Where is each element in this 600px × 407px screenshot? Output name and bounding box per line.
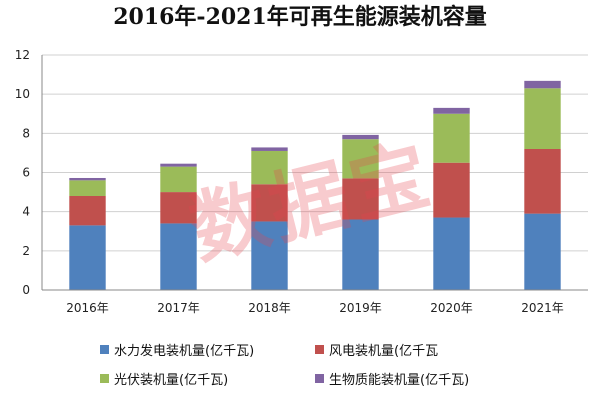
bar-segment-series-2: [342, 178, 379, 220]
x-tick-label: 2019年: [339, 301, 382, 315]
bar-segment-series-1: [524, 213, 561, 290]
x-tick-label: 2017年: [157, 301, 200, 315]
legend-item: 风电装机量(亿千瓦: [315, 340, 555, 359]
legend-swatch: [315, 374, 324, 383]
bar-segment-series-2: [160, 192, 197, 224]
bar-segment-series-1: [342, 219, 379, 290]
y-tick-label: 2: [22, 244, 30, 258]
legend-swatch: [100, 345, 109, 354]
legend-swatch: [100, 374, 109, 383]
bar-segment-series-3: [160, 166, 197, 193]
legend-item: 光伏装机量(亿千瓦): [100, 369, 315, 388]
y-tick-label: 10: [15, 87, 30, 101]
bar-segment-series-4: [433, 107, 470, 114]
bar-segment-series-1: [160, 223, 197, 290]
bar-segment-series-1: [433, 217, 470, 290]
legend-item: 水力发电装机量(亿千瓦): [100, 340, 315, 359]
gridlines: [42, 54, 588, 291]
y-tick-label: 0: [22, 283, 30, 297]
bar-segment-series-2: [251, 184, 288, 222]
x-tick-label: 2020年: [430, 301, 473, 315]
y-tick-label: 6: [22, 166, 30, 180]
legend-label: 生物质能装机量(亿千瓦): [329, 373, 470, 388]
legend-item: 生物质能装机量(亿千瓦): [315, 369, 555, 388]
bar-segment-series-4: [342, 134, 379, 140]
bars: [69, 80, 561, 290]
bar-segment-series-3: [433, 113, 470, 163]
bar-segment-series-3: [342, 139, 379, 179]
bar-segment-series-2: [69, 196, 106, 226]
bar-segment-series-2: [433, 162, 470, 218]
bar-segment-series-3: [524, 88, 561, 149]
bar-segment-series-3: [69, 180, 106, 196]
bar-segment-series-2: [524, 149, 561, 214]
bar-segment-series-4: [160, 163, 197, 167]
x-tick-label: 2016年: [66, 301, 109, 315]
legend-label: 水力发电装机量(亿千瓦): [114, 344, 255, 359]
bar-segment-series-1: [251, 221, 288, 290]
chart-title: 2016年-2021年可再生能源装机容量: [113, 4, 487, 30]
bar-segment-series-1: [69, 225, 106, 290]
x-tick-label: 2021年: [521, 301, 564, 315]
legend-label: 风电装机量(亿千瓦: [329, 344, 439, 359]
axes: 0 2 4 6 8 10 12 2016年 2017年 2018年 2019年 2020年 2021年: [15, 48, 588, 315]
legend: 水力发电装机量(亿千瓦) 风电装机量(亿千瓦光伏装机量(亿千瓦) 生物质能装机量(亿…: [100, 340, 560, 388]
y-tick-label: 8: [22, 126, 30, 140]
legend-swatch: [315, 345, 324, 354]
bar-segment-series-3: [251, 150, 288, 185]
bar-segment-series-4: [69, 177, 106, 181]
bar-segment-series-4: [251, 147, 288, 151]
legend-label: 光伏装机量(亿千瓦): [114, 373, 229, 388]
x-tick-label: 2018年: [248, 301, 291, 315]
y-tick-label: 4: [22, 205, 30, 219]
bar-segment-series-4: [524, 80, 561, 89]
y-tick-label: 12: [15, 48, 30, 62]
